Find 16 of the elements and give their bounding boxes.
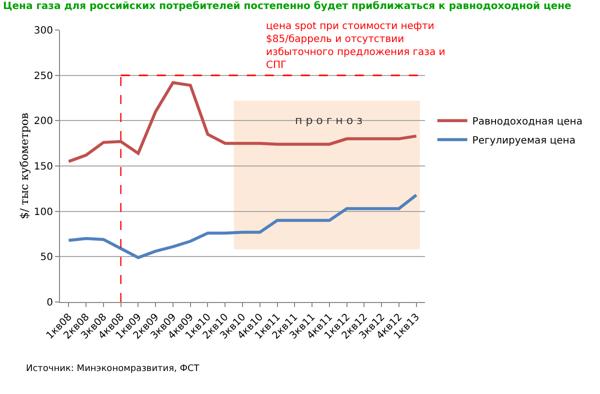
y-tick-label: 250 <box>34 70 53 82</box>
chart-title: Цена газа для российских потребителей постепенно будет приближаться к равнодоходной цене <box>3 0 572 12</box>
y-tick-label: 50 <box>40 252 53 264</box>
y-tick-label: 0 <box>46 298 53 308</box>
y-tick-label: 200 <box>34 116 53 128</box>
y-tick-label: 100 <box>34 206 53 218</box>
text: Источник: Минэкономразвития, ФСТ <box>26 364 200 374</box>
ref-line-label: цена spot при стоимости нефти $85/баррель и отсутствии избыточного предложения газа и СПГ <box>266 21 446 71</box>
band-label: п р о г н о з <box>295 114 363 127</box>
line-series <box>67 194 418 260</box>
legend-label: Регулируемая цена <box>472 136 576 147</box>
line-series <box>67 81 418 163</box>
y-tick-label: 150 <box>34 162 53 172</box>
legend-label: Равнодоходная цена <box>472 116 582 128</box>
y-axis-title: $/ тыс кубометров <box>18 112 31 220</box>
y-tick-label: 300 <box>34 26 53 36</box>
